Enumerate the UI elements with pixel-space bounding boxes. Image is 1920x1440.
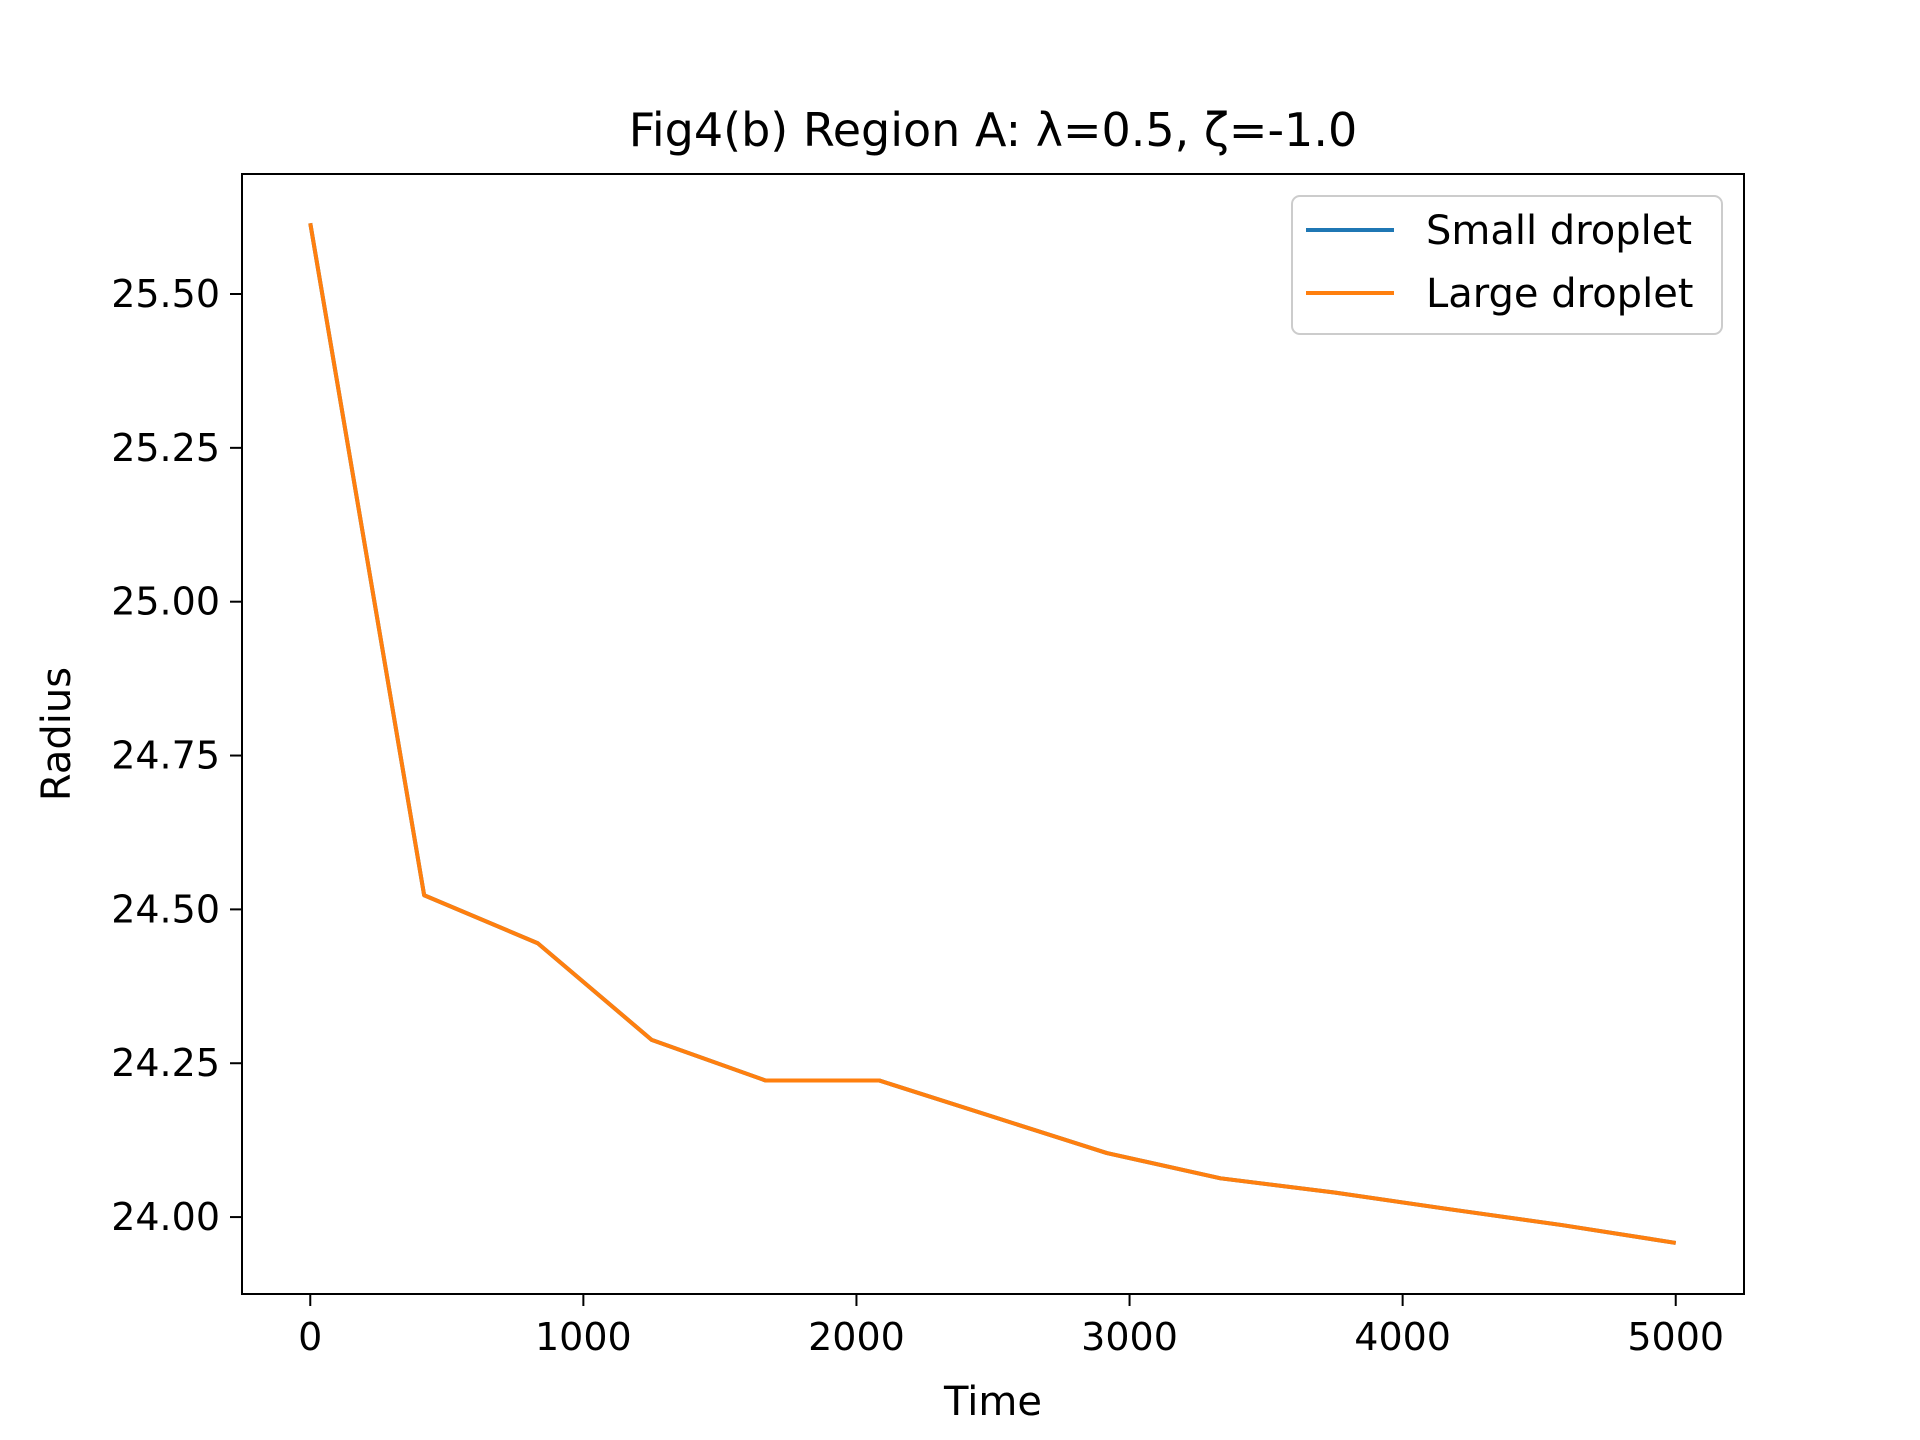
y-axis-ticks: 24.00 24.25 24.50 24.75 25.00 25.25 25.50: [111, 272, 242, 1239]
y-tick-label: 25.00: [111, 580, 220, 624]
y-tick-label: 25.50: [111, 272, 220, 316]
y-tick-label: 25.25: [111, 426, 220, 470]
axes-frame: [241, 173, 1745, 1295]
plot-area: [241, 173, 1745, 1295]
x-tick-label: 2000: [808, 1315, 905, 1359]
y-tick-label: 24.25: [111, 1041, 220, 1085]
series-layer: [308, 222, 1677, 1245]
y-tick-label: 24.00: [111, 1195, 220, 1239]
x-tick-label: 1000: [535, 1315, 632, 1359]
x-tick-label: 0: [298, 1315, 322, 1359]
y-tick-label: 24.75: [111, 734, 220, 778]
x-tick-label: 5000: [1627, 1315, 1724, 1359]
y-axis-label: Radius: [34, 667, 80, 801]
y-tick-label: 24.50: [111, 887, 220, 931]
chart-title: Fig4(b) Region A: λ=0.5, ζ=-1.0: [629, 103, 1357, 157]
series-line-large-droplet: [308, 222, 1677, 1245]
x-axis-ticks: 0 1000 2000 3000 4000 5000: [298, 1294, 1724, 1359]
legend: Small droplet Large droplet: [1291, 195, 1723, 335]
x-tick-label: 4000: [1354, 1315, 1451, 1359]
x-axis-label: Time: [943, 1379, 1042, 1425]
legend-label-large-droplet: Large droplet: [1426, 271, 1693, 317]
legend-box: [1291, 195, 1723, 335]
legend-label-small-droplet: Small droplet: [1426, 208, 1692, 254]
x-tick-label: 3000: [1081, 1315, 1178, 1359]
